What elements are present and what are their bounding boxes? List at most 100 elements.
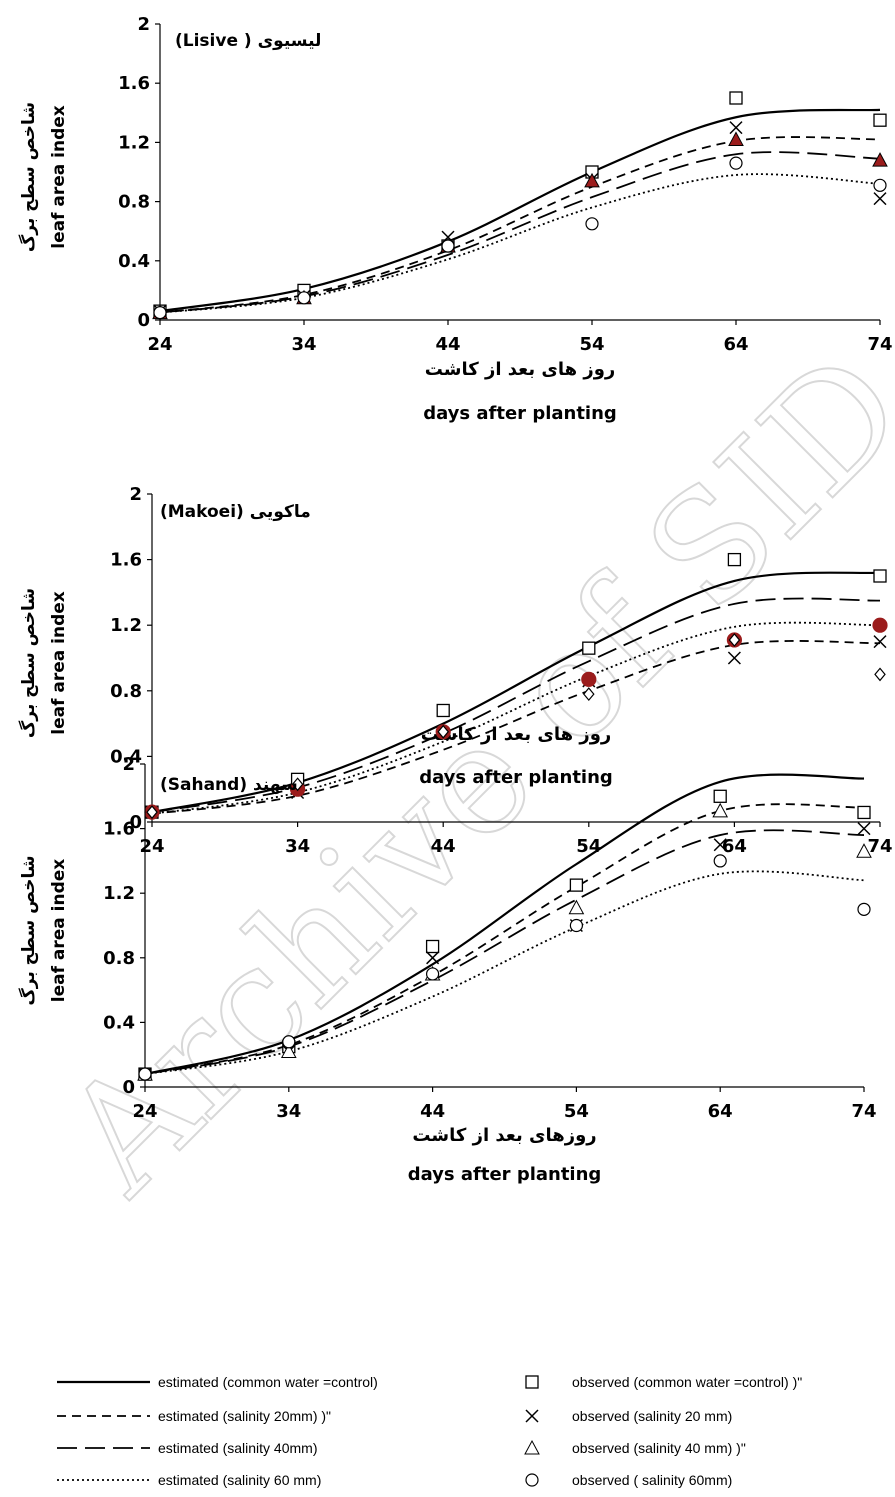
data-point-obs-4	[583, 687, 595, 702]
data-point-obs-3	[280, 1043, 297, 1058]
x-tick-label: 64	[708, 1101, 733, 1122]
legend-label-obs-1: observed (common water =control) )"	[572, 1374, 802, 1390]
x-axis-label-fa: روز های بعد از کاشت	[425, 359, 616, 380]
legend-label-obs-3: observed (salinity 40 mm) )"	[572, 1440, 746, 1456]
data-point-obs-1	[569, 878, 584, 892]
legend-marker-3	[524, 1439, 540, 1455]
x-axis-label-fa: روزهای بعد از کاشت	[412, 1125, 596, 1146]
legend: estimated (common water =control) estimat…	[57, 1374, 802, 1488]
x-tick-label: 34	[291, 334, 316, 355]
legend-label-est-1: estimated (common water =control)	[158, 1374, 378, 1390]
data-point-obs-1	[857, 805, 871, 820]
legend-label-est-3: estimated (salinity 40mm)	[158, 1440, 318, 1456]
series-line-3	[144, 829, 865, 1075]
data-point-obs-4	[426, 967, 440, 981]
data-point-obs-4	[729, 156, 743, 170]
data-point-obs-4	[291, 777, 304, 792]
x-tick-label: 44	[435, 334, 460, 355]
chart-title: (Makoei) ماکویی	[160, 502, 311, 522]
data-point-obs-1	[873, 113, 887, 127]
series-line-1	[151, 571, 881, 814]
legend-label-est-4: estimated (salinity 60 mm)	[158, 1472, 321, 1488]
x-tick-label: 54	[576, 836, 601, 857]
data-point-obs-3	[712, 802, 729, 818]
data-point-obs-2	[713, 838, 727, 852]
legend-marker-2	[525, 1409, 539, 1423]
x-tick-label: 44	[431, 836, 456, 857]
y-axis-label-fa: شاخص سطح برگ	[19, 588, 39, 738]
data-point-obs-2	[873, 192, 887, 206]
legend-label-obs-2: observed (salinity 20 mm)	[572, 1408, 732, 1424]
y-tick-label: 1.2	[110, 615, 142, 636]
y-tick-label: 0	[122, 1077, 135, 1098]
data-point-obs-3	[584, 172, 600, 188]
data-point-obs-4	[728, 633, 741, 647]
x-tick-label: 54	[564, 1101, 589, 1122]
data-point-obs-2	[857, 822, 871, 836]
data-point-obs-1	[729, 91, 743, 105]
series-line-4	[151, 640, 881, 815]
y-tick-label: 1.2	[103, 883, 135, 904]
data-point-obs-3	[872, 152, 888, 167]
data-point-obs-4	[282, 1035, 296, 1049]
data-point-obs-2	[727, 651, 741, 665]
y-tick-label: 0.8	[110, 681, 142, 702]
data-point-obs-3	[581, 671, 597, 687]
data-point-obs-1	[727, 552, 742, 567]
x-tick-label: 44	[420, 1101, 445, 1122]
data-point-obs-4	[138, 1067, 152, 1081]
data-point-obs-4	[437, 724, 449, 739]
legend-label-est-2: estimated (salinity 20mm) )"	[158, 1408, 331, 1424]
y-tick-label: 0.8	[103, 948, 135, 969]
data-point-obs-4	[585, 217, 599, 231]
x-tick-label: 24	[139, 836, 164, 857]
data-point-obs-4	[857, 902, 871, 916]
x-tick-label: 74	[867, 334, 892, 355]
data-point-obs-4	[146, 805, 158, 820]
y-tick-label: 1.6	[103, 819, 135, 840]
chart-title: (Lisive ) لیسیوی	[175, 31, 321, 51]
legend-marker-4	[525, 1473, 539, 1487]
series-line-1	[144, 773, 865, 1076]
x-axis-label: days after planting	[408, 1164, 602, 1185]
data-point-obs-4	[569, 918, 584, 933]
series-line-2	[144, 803, 865, 1075]
data-point-obs-1	[713, 789, 727, 803]
data-point-obs-3	[872, 617, 888, 633]
legend-marker-1	[525, 1375, 539, 1389]
x-axis-label: days after planting	[419, 767, 613, 788]
chart-panel-2: 0 0.4 0.8 1.2 1.6 2 24 34 44 54 64 74 (Makoei) ماکوی…	[19, 484, 893, 857]
data-point-obs-1	[425, 939, 440, 954]
x-tick-label: 64	[722, 836, 747, 857]
data-point-obs-3	[568, 899, 585, 915]
y-tick-label: 0.4	[103, 1012, 135, 1033]
chart-panel-1: 0 0.4 0.8 1.2 1.6 2 24 34 44 54 64 74 (Lisive ) لیسی…	[19, 14, 893, 424]
series-line-3	[159, 151, 881, 314]
series-line-4	[144, 870, 865, 1075]
data-point-obs-1	[873, 569, 887, 583]
y-tick-label: 0	[137, 310, 150, 331]
x-tick-label: 74	[851, 1101, 876, 1122]
data-point-obs-4	[153, 306, 167, 320]
data-point-obs-4	[297, 291, 311, 305]
x-tick-label: 34	[276, 1101, 301, 1122]
x-tick-label: 24	[147, 334, 172, 355]
y-axis-label-fa: شاخص سطح برگ	[19, 855, 39, 1005]
data-point-obs-2	[426, 951, 440, 965]
y-tick-label: 0	[129, 812, 142, 833]
data-point-obs-1	[582, 641, 596, 655]
data-point-obs-4	[713, 854, 727, 868]
legend-label-obs-4: observed ( salinity 60mm)	[572, 1472, 732, 1488]
x-tick-label: 64	[723, 334, 748, 355]
x-tick-label: 24	[132, 1101, 157, 1122]
x-axis-label-fa: روز های بعد از کاشت	[421, 724, 612, 745]
series-line-3	[151, 621, 881, 815]
y-tick-label: 2	[122, 754, 135, 775]
y-tick-label: 2	[137, 14, 150, 35]
data-point-obs-4	[874, 667, 886, 682]
y-axis-label-fa: شاخص سطح برگ	[19, 102, 39, 252]
y-tick-label: 1.2	[118, 132, 150, 153]
y-tick-label: 1.6	[110, 550, 142, 571]
chart-title: (Sahand) سهند	[160, 775, 298, 795]
